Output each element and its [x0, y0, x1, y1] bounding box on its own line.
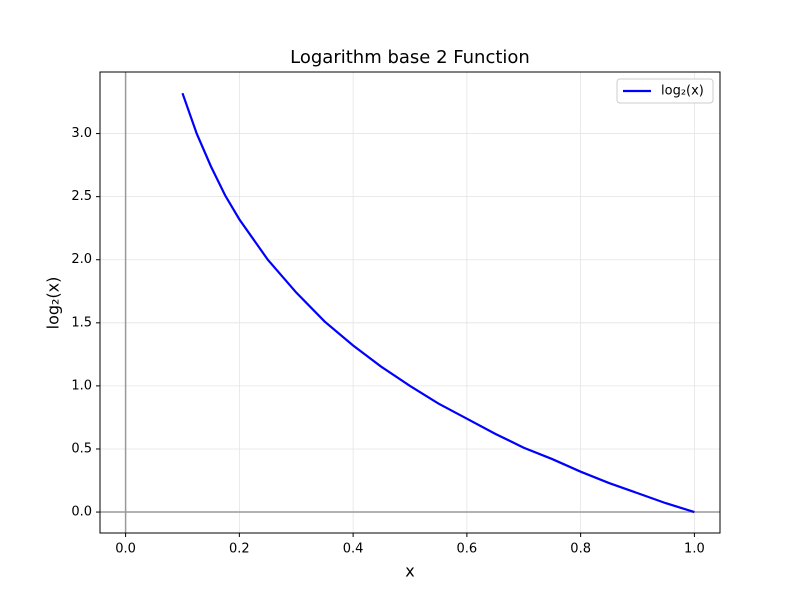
x-tick-label: 1.0 [684, 542, 705, 557]
y-tick-label: 1.0 [71, 378, 92, 393]
y-tick-label: 1.5 [71, 315, 92, 330]
x-tick-label: 0.0 [115, 542, 136, 557]
y-axis-label: log₂(x) [44, 277, 63, 330]
y-tick-label: 2.0 [71, 252, 92, 267]
y-tick-label: 3.0 [71, 126, 92, 141]
x-tick-label: 0.8 [570, 542, 591, 557]
data-line [181, 92, 695, 514]
x-tick-label: 0.6 [457, 542, 478, 557]
y-tick-label: 0.0 [71, 505, 92, 520]
plot-frame [99, 71, 721, 534]
legend-box [616, 78, 714, 104]
y-tick-label: 2.5 [71, 189, 92, 204]
y-tick-label: 0.5 [71, 441, 92, 456]
x-axis-label: x [405, 562, 414, 581]
chart-title: Logarithm base 2 Function [290, 47, 530, 68]
legend-label: log₂(x) [661, 84, 704, 99]
x-tick-label: 0.2 [229, 542, 250, 557]
x-tick-label: 0.4 [343, 542, 364, 557]
